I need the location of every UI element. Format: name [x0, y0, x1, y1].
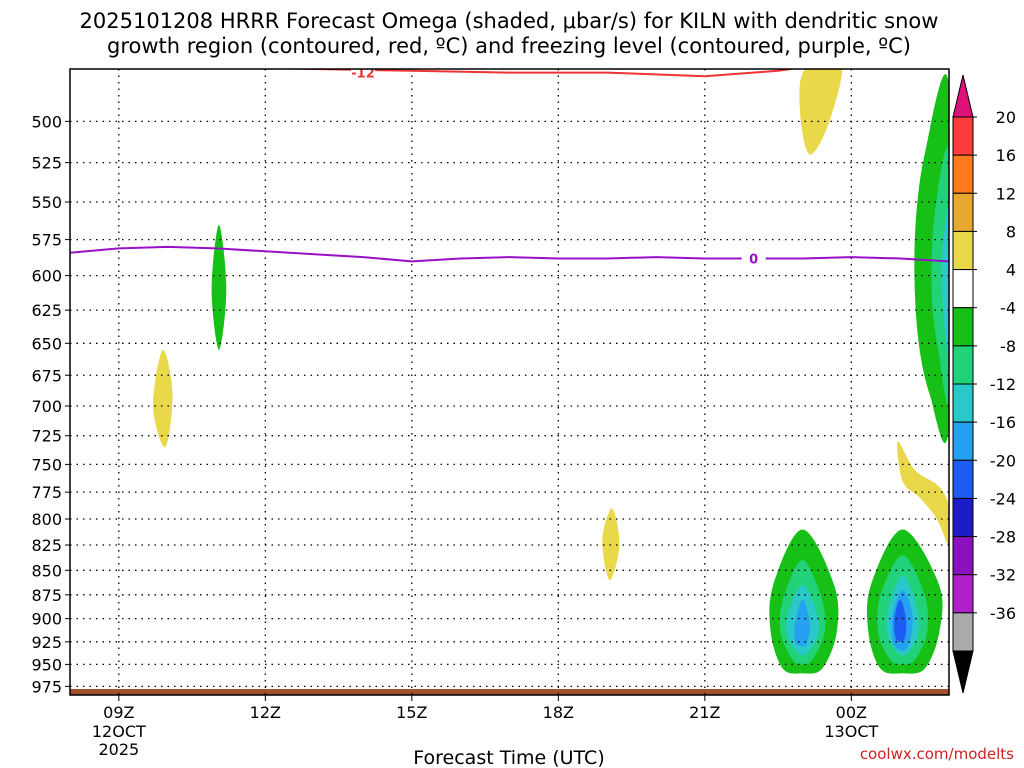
- x-tick-label: 21Z: [689, 703, 720, 722]
- colorbar-label: -8: [1000, 337, 1016, 356]
- omega-cyan-02: [941, 206, 949, 356]
- colorbar-label: 12: [996, 184, 1016, 203]
- x-tick-date: 13OCT: [824, 722, 878, 741]
- colorbar-label: -4: [1000, 299, 1016, 318]
- colorbar-top-cap: [952, 74, 974, 118]
- colorbar-swatch: [952, 383, 974, 423]
- colorbar-swatch: [952, 421, 974, 461]
- chart-title-line-1: 2025101208 HRRR Forecast Omega (shaded, …: [80, 9, 939, 33]
- contour-lines: -12 0: [70, 67, 949, 268]
- x-axis-title: Forecast Time (UTC): [413, 747, 604, 768]
- y-tick-label: 625: [31, 301, 62, 320]
- colorbar-label: -16: [990, 413, 1016, 432]
- omega-teal-02: [931, 147, 949, 405]
- colorbar-swatch: [952, 612, 974, 652]
- x-tick-label: 00Z: [836, 703, 867, 722]
- x-tick-year: 2025: [98, 740, 139, 759]
- colorbar-swatch: [952, 116, 974, 156]
- colorbar-label: 16: [996, 146, 1016, 165]
- y-tick-label: 550: [31, 193, 62, 212]
- y-tick-label: 725: [31, 427, 62, 446]
- contour-label-bg-dgz-minus12: [351, 69, 375, 80]
- colorbar-swatch: [952, 269, 974, 309]
- x-tick-label: 15Z: [396, 703, 427, 722]
- y-tick-label: 925: [31, 633, 62, 652]
- colorbar-label: -28: [990, 528, 1016, 547]
- colorbar-swatch: [952, 154, 974, 194]
- x-tick-label: 09Z: [103, 703, 134, 722]
- y-tick-label: 575: [31, 231, 62, 250]
- colorbar-swatch: [952, 345, 974, 385]
- y-tick-label: 600: [31, 267, 62, 286]
- omega-yellow-02: [602, 508, 620, 581]
- credit-text: coolwx.com/modelts: [860, 745, 1014, 763]
- omega-blue-03: [794, 599, 810, 647]
- omega-yellow-03: [799, 69, 843, 155]
- colorbar-swatch: [952, 230, 974, 271]
- y-axis: 500 525 550 575 600 625 650 675 700 725 750 775 800 8…: [31, 112, 70, 696]
- colorbar-label: -12: [990, 375, 1016, 394]
- contour-label-freezing-level-0: 0: [749, 253, 758, 268]
- colorbar-label: 20: [996, 108, 1016, 127]
- colorbar-label: -36: [990, 604, 1016, 623]
- x-tick-label: 18Z: [543, 703, 574, 722]
- y-tick-label: 825: [31, 536, 62, 555]
- contour-dgz-minus12: [259, 69, 798, 78]
- colorbar-bottom-cap: [952, 650, 974, 694]
- y-tick-label: 775: [31, 483, 62, 502]
- colorbar-label: -24: [990, 489, 1016, 508]
- colorbar-swatch: [952, 459, 974, 499]
- omega-dblue-04: [893, 599, 907, 642]
- y-tick-label: 525: [31, 154, 62, 173]
- y-tick-label: 700: [31, 397, 62, 416]
- y-tick-label: 675: [31, 366, 62, 385]
- colorbar-label: 4: [1006, 261, 1016, 280]
- plot-area: [70, 69, 949, 695]
- plot-frame: [69, 68, 950, 696]
- contour-label-dgz-minus12: -12: [351, 67, 375, 82]
- y-tick-label: 950: [31, 655, 62, 674]
- omega-green-01: [211, 224, 227, 350]
- y-tick-label: 900: [31, 610, 62, 629]
- y-tick-label: 875: [31, 586, 62, 605]
- contour-label-bg-freezing-level-0: [741, 251, 766, 266]
- omega-yellow-01: [152, 349, 173, 448]
- x-tick-date: 12OCT: [92, 722, 146, 741]
- y-tick-label: 800: [31, 510, 62, 529]
- y-tick-label: 650: [31, 334, 62, 353]
- omega-yellow-04: [897, 441, 949, 546]
- colorbar-swatch: [952, 536, 974, 576]
- y-tick-label: 750: [31, 455, 62, 474]
- chart-title-line-2: growth region (contoured, red, ºC) and f…: [107, 34, 911, 58]
- colorbar-label: -32: [990, 566, 1016, 585]
- x-tick-label: 12Z: [250, 703, 281, 722]
- y-tick-label: 975: [31, 677, 62, 696]
- contour-freezing-level-0: [70, 245, 949, 263]
- colorbar-label: 8: [1006, 222, 1016, 241]
- colorbar-swatch: [952, 307, 974, 347]
- ground-terrain: [70, 688, 949, 695]
- colorbar: 20 16 12 8 4 -4 -8 -12 -16 -20 -24 -28 -32 -36: [952, 74, 1016, 694]
- colorbar-swatch: [952, 497, 974, 538]
- y-tick-label: 850: [31, 561, 62, 580]
- gridlines: [70, 69, 949, 695]
- colorbar-swatch: [952, 192, 974, 232]
- y-tick-label: 500: [31, 112, 62, 131]
- colorbar-swatch: [952, 574, 974, 614]
- colorbar-label: -20: [990, 451, 1016, 470]
